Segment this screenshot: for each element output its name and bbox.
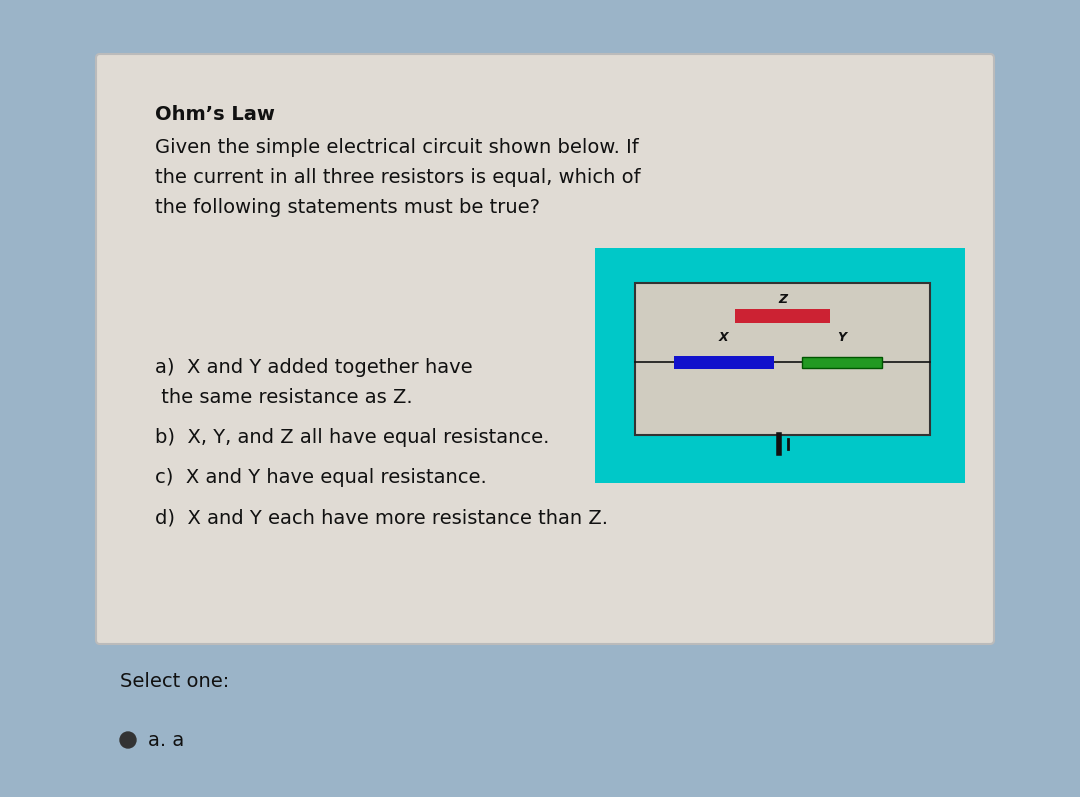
Text: a)  X and Y added together have: a) X and Y added together have <box>156 358 473 377</box>
Text: the same resistance as Z.: the same resistance as Z. <box>156 388 413 407</box>
Text: Z: Z <box>778 293 787 306</box>
Bar <box>595 248 966 483</box>
Text: d)  X and Y each have more resistance than Z.: d) X and Y each have more resistance tha… <box>156 508 608 527</box>
Text: Ohm’s Law: Ohm’s Law <box>156 105 275 124</box>
Text: X: X <box>718 331 728 344</box>
Bar <box>735 309 831 324</box>
Text: c)  X and Y have equal resistance.: c) X and Y have equal resistance. <box>156 468 487 487</box>
FancyBboxPatch shape <box>96 54 994 644</box>
Text: Given the simple electrical circuit shown below. If: Given the simple electrical circuit show… <box>156 138 638 157</box>
Bar <box>801 356 881 367</box>
Text: b)  X, Y, and Z all have equal resistance.: b) X, Y, and Z all have equal resistance… <box>156 428 550 447</box>
Text: the following statements must be true?: the following statements must be true? <box>156 198 540 217</box>
Text: Y: Y <box>837 331 846 344</box>
Bar <box>674 355 773 368</box>
Text: a. a: a. a <box>148 731 185 749</box>
Bar <box>635 283 930 435</box>
Text: Select one:: Select one: <box>120 672 229 691</box>
Circle shape <box>120 732 136 748</box>
Text: the current in all three resistors is equal, which of: the current in all three resistors is eq… <box>156 168 640 187</box>
